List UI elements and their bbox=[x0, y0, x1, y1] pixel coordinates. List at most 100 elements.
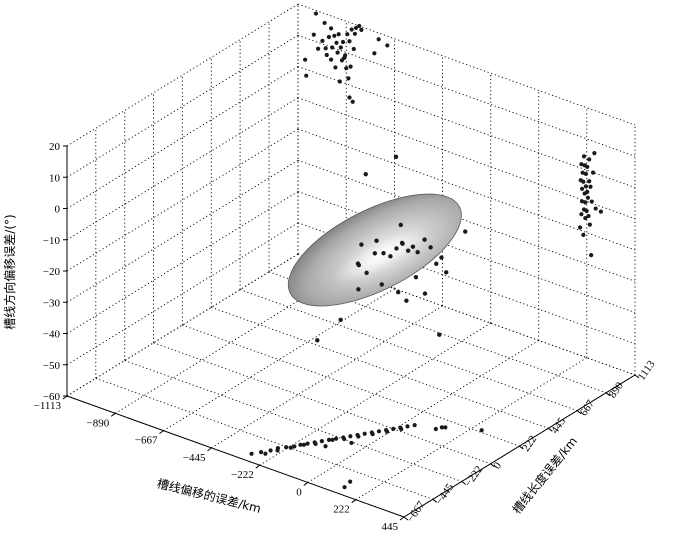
data-point bbox=[268, 448, 273, 453]
data-point bbox=[587, 222, 592, 227]
data-point bbox=[589, 252, 594, 258]
grid-line bbox=[153, 342, 491, 465]
grid-line bbox=[297, 3, 636, 126]
data-point bbox=[334, 40, 339, 45]
x-tick-label: −667 bbox=[135, 435, 158, 447]
x-tick-mark bbox=[159, 430, 164, 435]
data-point bbox=[301, 442, 306, 447]
data-point bbox=[351, 46, 356, 52]
data-point bbox=[344, 66, 349, 71]
data-point bbox=[342, 485, 347, 490]
data-point bbox=[391, 426, 396, 431]
data-point bbox=[592, 150, 597, 156]
data-point bbox=[422, 291, 428, 296]
data-point bbox=[422, 237, 427, 242]
grid-line bbox=[163, 288, 395, 432]
data-point bbox=[579, 186, 585, 191]
data-point bbox=[583, 215, 588, 221]
interior-points bbox=[315, 154, 468, 343]
data-point bbox=[444, 270, 449, 275]
y-tick-mark bbox=[490, 463, 495, 468]
data-point bbox=[590, 170, 596, 175]
data-point bbox=[578, 178, 583, 183]
data-point bbox=[356, 434, 361, 439]
data-point bbox=[410, 244, 416, 249]
data-point bbox=[359, 27, 364, 32]
y-tick-label: −667 bbox=[405, 499, 428, 525]
grid-line bbox=[297, 191, 636, 313]
grid-line bbox=[124, 360, 462, 482]
x-tick-mark bbox=[303, 482, 309, 486]
data-point bbox=[311, 32, 316, 37]
data-point bbox=[479, 428, 484, 433]
data-point bbox=[428, 245, 433, 250]
data-point bbox=[304, 73, 309, 78]
z-tick-label: −60 bbox=[43, 391, 61, 403]
grid-line bbox=[297, 34, 636, 157]
grid-line bbox=[297, 128, 636, 251]
data-point bbox=[335, 50, 340, 55]
data-point bbox=[398, 222, 403, 228]
y-tick-label: −222 bbox=[462, 464, 485, 489]
y-tick-label: 445 bbox=[549, 415, 569, 436]
y-tick-mark bbox=[432, 498, 438, 503]
data-point bbox=[332, 33, 337, 38]
x-tick-mark bbox=[110, 412, 116, 417]
data-point bbox=[342, 436, 347, 442]
data-point bbox=[581, 154, 587, 159]
grid-line bbox=[297, 253, 636, 376]
data-point bbox=[579, 162, 584, 167]
data-point bbox=[337, 79, 342, 84]
data-point bbox=[355, 261, 361, 266]
x-tick-mark bbox=[255, 464, 261, 469]
data-point bbox=[372, 51, 377, 56]
data-point bbox=[588, 184, 593, 189]
data-point bbox=[583, 200, 588, 205]
data-point bbox=[284, 445, 289, 450]
data-point bbox=[275, 448, 280, 453]
z-tick-label: 20 bbox=[49, 141, 61, 153]
data-point bbox=[333, 65, 338, 70]
data-point bbox=[352, 31, 357, 36]
grid-lines bbox=[66, 3, 636, 518]
data-point bbox=[578, 225, 583, 230]
data-point bbox=[346, 76, 351, 81]
data-point bbox=[320, 38, 325, 44]
y-tick-mark bbox=[403, 516, 409, 521]
z-axis-label: 槽线方向偏移误差/(°) bbox=[2, 214, 17, 329]
data-point bbox=[413, 275, 419, 280]
z-tick-label: −10 bbox=[43, 235, 61, 247]
x-tick-label: 222 bbox=[333, 504, 350, 516]
data-point bbox=[292, 444, 297, 449]
grid-line bbox=[66, 3, 299, 147]
data-point bbox=[586, 213, 591, 219]
x-tick-label: −1113 bbox=[34, 400, 62, 412]
y-tick-label: 667 bbox=[578, 397, 598, 418]
data-point bbox=[585, 195, 590, 200]
data-point bbox=[315, 338, 320, 343]
grid-line bbox=[66, 34, 299, 178]
x-tick-label: 0 bbox=[296, 486, 302, 498]
data-point bbox=[330, 437, 335, 442]
data-point bbox=[412, 423, 417, 428]
y-tick-mark bbox=[519, 445, 524, 450]
x-tick-mark bbox=[351, 499, 357, 504]
data-point bbox=[323, 46, 328, 51]
z-tick-label: −50 bbox=[43, 360, 61, 372]
data-point bbox=[349, 27, 354, 32]
data-point bbox=[463, 229, 468, 234]
data-point bbox=[585, 189, 590, 194]
data-point bbox=[323, 444, 328, 449]
x-tick-label: −890 bbox=[87, 417, 110, 429]
data-point bbox=[263, 451, 268, 456]
data-point bbox=[394, 246, 399, 251]
projected-points bbox=[249, 11, 603, 490]
data-point bbox=[580, 170, 585, 175]
x-tick-mark bbox=[399, 516, 405, 521]
data-point bbox=[393, 154, 399, 160]
data-point bbox=[353, 25, 359, 31]
data-point bbox=[400, 241, 405, 246]
data-point bbox=[374, 238, 379, 243]
y-tick-mark bbox=[548, 427, 553, 432]
grid-line bbox=[95, 377, 433, 500]
